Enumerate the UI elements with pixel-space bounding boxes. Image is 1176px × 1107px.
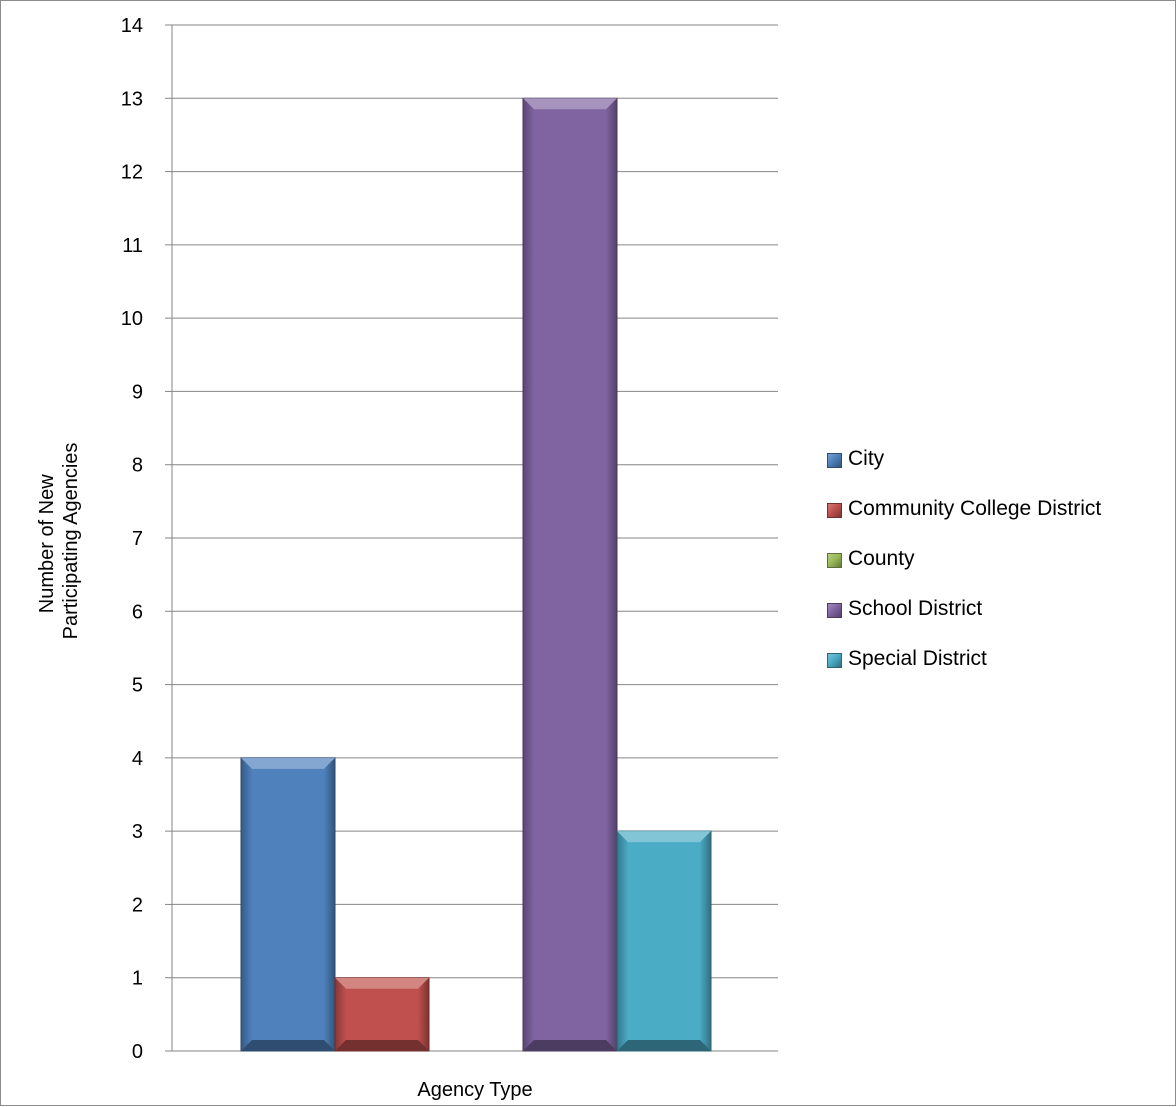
bar-bevel-bottom-school-district bbox=[523, 1040, 617, 1051]
legend-swatch-community-college-district bbox=[827, 503, 842, 518]
bar-special-district bbox=[616, 830, 712, 1052]
bar-city bbox=[240, 757, 336, 1052]
bar-bevel-top-special-district bbox=[617, 831, 711, 843]
bar-bevel-bottom-city bbox=[241, 1040, 335, 1051]
bar-body-community-college-district bbox=[334, 977, 430, 1052]
y-tick-label-13: 13 bbox=[121, 88, 143, 110]
y-tick-label-2: 2 bbox=[132, 894, 143, 916]
legend-swatch-county bbox=[827, 553, 842, 568]
y-tick-label-1: 1 bbox=[132, 968, 143, 990]
bar-bevel-top-community-college-district bbox=[335, 977, 429, 989]
y-tick-label-5: 5 bbox=[132, 675, 143, 697]
bar-bevel-bottom-special-district bbox=[617, 1040, 711, 1051]
y-tick-label-11: 11 bbox=[122, 235, 143, 257]
y-tick-label-7: 7 bbox=[132, 528, 143, 550]
bar-body-special-district bbox=[616, 830, 712, 1052]
bar-community-college-district bbox=[334, 977, 430, 1052]
bar-body-city bbox=[240, 757, 336, 1052]
y-tick-label-3: 3 bbox=[132, 821, 143, 843]
legend-swatch-special-district bbox=[827, 653, 842, 668]
legend-swatch-city bbox=[827, 453, 842, 468]
y-tick-label-12: 12 bbox=[121, 162, 143, 184]
y-tick-label-10: 10 bbox=[121, 308, 143, 330]
legend-label-county: County bbox=[848, 547, 915, 570]
y-tick-label-14: 14 bbox=[121, 15, 143, 37]
gridlines bbox=[172, 24, 778, 1052]
bar-bevel-top-school-district bbox=[523, 98, 617, 110]
y-tick-label-4: 4 bbox=[132, 748, 143, 770]
y-tick-label-8: 8 bbox=[132, 455, 143, 477]
y-tick-label-0: 0 bbox=[132, 1041, 143, 1063]
legend-swatch-school-district bbox=[827, 603, 842, 618]
legend-label-school-district: School District bbox=[848, 597, 983, 620]
legend-label-special-district: Special District bbox=[848, 647, 987, 670]
y-axis-title: Number of New Participating Agencies bbox=[36, 443, 82, 640]
legend-label-community-college-district: Community College District bbox=[848, 497, 1102, 520]
bar-school-district bbox=[522, 97, 618, 1052]
legend-label-city: City bbox=[848, 447, 885, 470]
bar-body-school-district bbox=[522, 97, 618, 1052]
bars bbox=[240, 97, 712, 1052]
y-axis-title-line-1: Number of New bbox=[36, 474, 58, 613]
y-tick-label-9: 9 bbox=[132, 381, 143, 403]
bar-bevel-bottom-community-college-district bbox=[335, 1040, 429, 1051]
x-axis-title: Agency Type bbox=[417, 1079, 532, 1101]
bar-bevel-top-city bbox=[241, 757, 335, 769]
y-axis-title-line-2: Participating Agencies bbox=[60, 443, 82, 640]
y-tick-label-6: 6 bbox=[132, 601, 143, 623]
